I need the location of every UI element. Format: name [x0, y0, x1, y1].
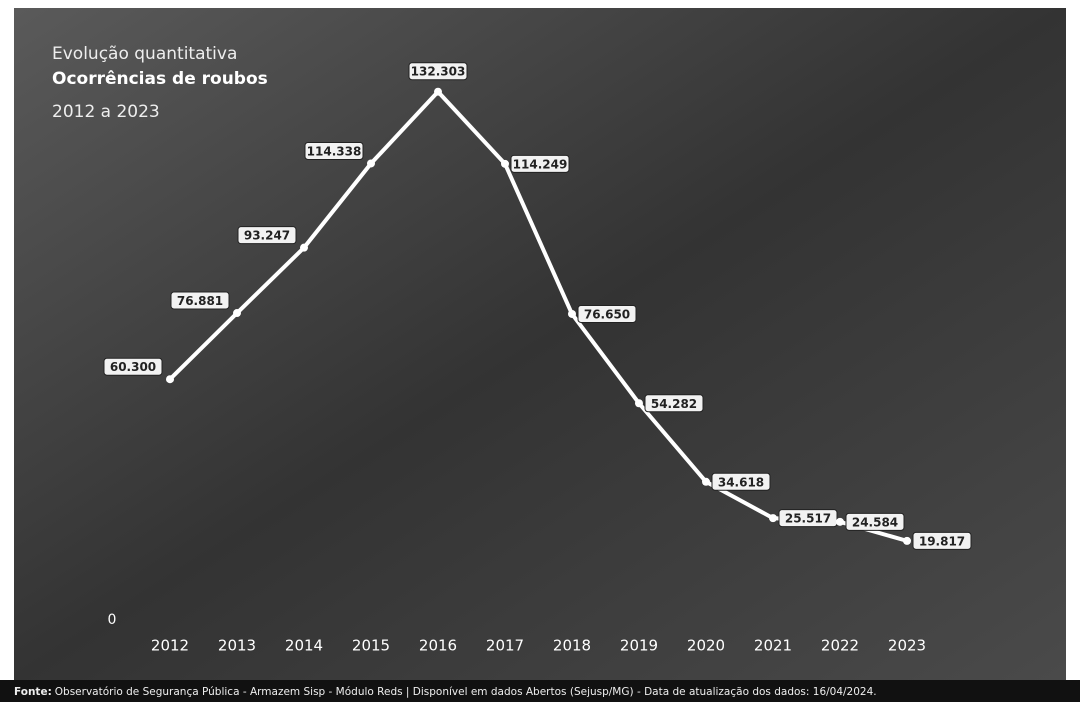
chart-period: 2012 a 2023: [52, 102, 160, 122]
point: [568, 310, 576, 318]
point: [769, 514, 777, 522]
value-label: 114.249: [513, 157, 568, 171]
point: [233, 309, 241, 317]
value-label: 93.247: [244, 229, 290, 243]
source: Fonte:Observatório de Segurança Pública …: [14, 686, 877, 698]
source-text: Observatório de Segurança Pública - Arma…: [55, 686, 877, 698]
x-tick-label: 2020: [687, 637, 725, 655]
value-label: 25.517: [785, 512, 831, 526]
point: [836, 518, 844, 526]
chart-subtitle: Ocorrências de roubos: [52, 69, 268, 89]
value-label: 76.881: [177, 294, 223, 308]
x-tick-label: 2018: [553, 637, 591, 655]
point: [702, 478, 710, 486]
value-label: 34.618: [718, 475, 764, 489]
x-tick-label: 2016: [419, 637, 457, 655]
x-tick-label: 2021: [754, 637, 792, 655]
x-tick-label: 2023: [888, 637, 926, 655]
x-tick-label: 2017: [486, 637, 524, 655]
chart: Evolução quantitativa Ocorrências de rou…: [0, 0, 1080, 702]
y-tick-label: 0: [108, 612, 117, 628]
value-label: 132.303: [411, 65, 466, 79]
point: [635, 399, 643, 407]
x-tick-label: 2022: [821, 637, 859, 655]
x-tick-label: 2013: [218, 637, 256, 655]
x-tick-label: 2012: [151, 637, 189, 655]
x-tick-label: 2014: [285, 637, 323, 655]
photo-background: [14, 8, 1066, 680]
value-label: 60.300: [110, 360, 156, 374]
point: [166, 375, 174, 383]
x-tick-label: 2015: [352, 637, 390, 655]
value-label: 76.650: [584, 307, 630, 321]
x-tick-label: 2019: [620, 637, 658, 655]
value-label: 24.584: [852, 515, 898, 529]
point: [434, 88, 442, 96]
point: [367, 159, 375, 167]
page: Evolução quantitativa Ocorrências de rou…: [0, 0, 1080, 702]
value-label: 19.817: [919, 534, 965, 548]
value-label: 114.338: [307, 144, 362, 158]
point: [903, 537, 911, 545]
chart-title: Evolução quantitativa: [52, 44, 237, 64]
value-label: 54.282: [651, 397, 697, 411]
point: [501, 160, 509, 168]
source-label: Fonte:: [14, 686, 52, 698]
point: [300, 244, 308, 252]
